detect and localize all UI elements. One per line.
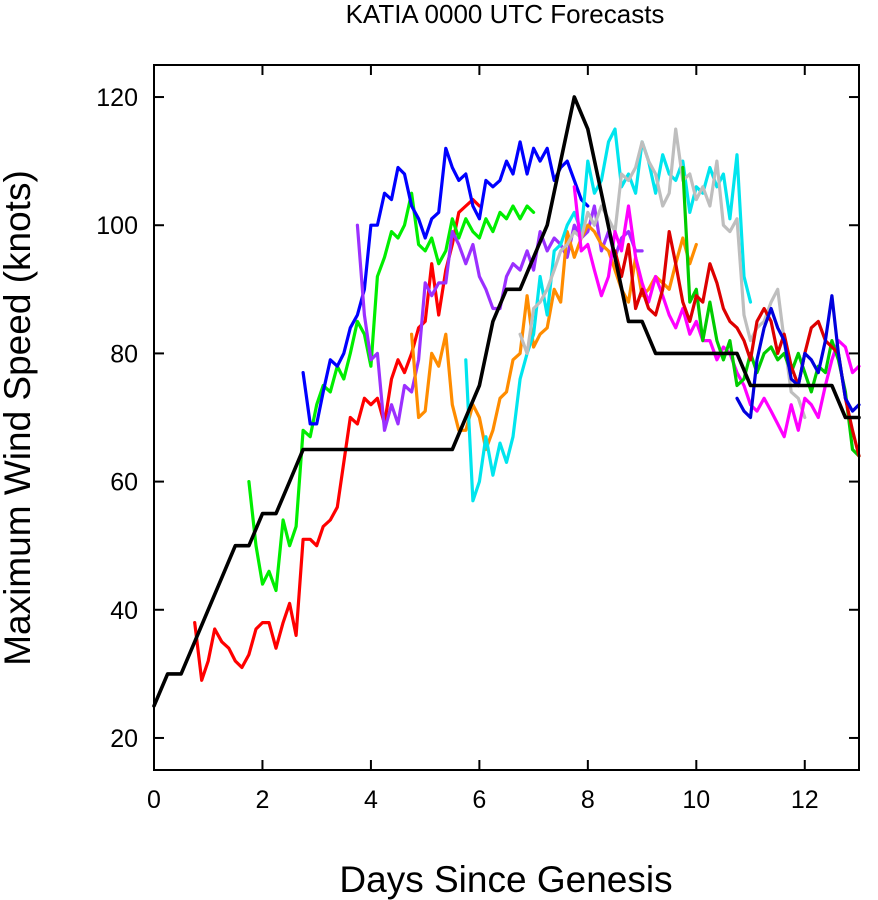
x-tick-label: 0 (147, 786, 161, 814)
forecast-series-line (301, 140, 590, 426)
y-tick-label: 80 (110, 340, 138, 368)
plot-frame (153, 64, 860, 771)
forecast-series-line (613, 230, 861, 458)
x-tick-label: 12 (791, 786, 819, 814)
forecast-series-line (247, 191, 536, 593)
forecast-series-line (572, 185, 861, 439)
y-tick-label: 60 (110, 469, 138, 497)
y-axis-label: Maximum Wind Speed (knots) (0, 170, 38, 666)
x-tick-label: 2 (256, 786, 270, 814)
y-tick-label: 20 (110, 725, 138, 753)
forecast-series-line (681, 165, 861, 458)
x-tick-label: 6 (472, 786, 486, 814)
x-tick-label: 10 (682, 786, 710, 814)
forecast-series-line (464, 127, 753, 503)
y-tick-label: 100 (96, 212, 138, 240)
x-axis-label: Days Since Genesis (339, 859, 672, 900)
observed-intensity-line (152, 95, 861, 708)
x-tick-label: 8 (581, 786, 595, 814)
x-tick-label: 4 (364, 786, 378, 814)
series-layer (152, 95, 861, 708)
y-tick-label: 40 (110, 597, 138, 625)
chart-title: KATIA 0000 UTC Forecasts (346, 0, 665, 29)
ticks-layer: 0 2 4 6 8 10 12 20 40 60 80 100 120 (96, 65, 859, 814)
forecast-series-line (193, 198, 481, 682)
y-tick-label: 120 (96, 84, 138, 112)
